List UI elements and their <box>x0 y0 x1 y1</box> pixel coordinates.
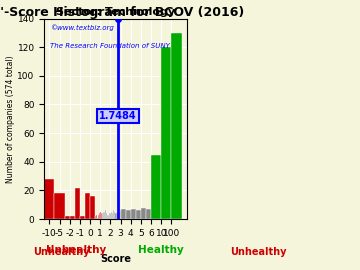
Bar <box>111 213 112 219</box>
Bar <box>126 210 131 219</box>
Bar <box>116 213 117 219</box>
Bar <box>109 213 111 219</box>
Text: Unhealthy: Unhealthy <box>33 247 90 257</box>
Bar <box>97 218 98 219</box>
Bar <box>118 209 120 219</box>
Bar <box>80 216 85 219</box>
Bar <box>117 210 118 219</box>
Y-axis label: Number of companies (574 total): Number of companies (574 total) <box>5 55 14 183</box>
Bar <box>131 209 136 219</box>
Bar <box>106 213 107 219</box>
Title: Z''-Score Histogram for BCOV (2016): Z''-Score Histogram for BCOV (2016) <box>0 6 244 19</box>
Bar <box>114 212 116 219</box>
Bar <box>108 215 109 219</box>
Text: Unhealthy: Unhealthy <box>230 247 286 257</box>
Bar <box>101 213 102 219</box>
Bar <box>161 47 171 219</box>
Bar <box>171 33 181 219</box>
Text: 1.7484: 1.7484 <box>99 111 137 121</box>
Bar <box>90 196 95 219</box>
Bar <box>136 210 141 219</box>
Bar <box>70 216 75 219</box>
Bar <box>107 215 108 219</box>
Bar <box>54 193 65 219</box>
Text: ©www.textbiz.org: ©www.textbiz.org <box>50 25 114 31</box>
Bar <box>151 155 161 219</box>
X-axis label: Score: Score <box>100 254 131 264</box>
Text: The Research Foundation of SUNY: The Research Foundation of SUNY <box>50 43 170 49</box>
Bar <box>44 179 54 219</box>
Bar <box>103 212 104 219</box>
Bar <box>146 209 151 219</box>
Text: Healthy: Healthy <box>138 245 184 255</box>
Bar <box>121 209 126 219</box>
Bar <box>113 210 114 219</box>
Bar <box>112 213 113 219</box>
Bar <box>120 210 121 219</box>
Bar <box>100 212 101 219</box>
Text: Sector: Technology: Sector: Technology <box>56 6 175 16</box>
Bar <box>96 215 97 219</box>
Bar <box>85 193 90 219</box>
Bar <box>98 215 99 219</box>
Bar <box>65 216 70 219</box>
Text: Unhealthy: Unhealthy <box>45 245 106 255</box>
Bar <box>95 216 96 219</box>
Bar <box>75 188 80 219</box>
Bar <box>102 213 103 219</box>
Bar <box>99 213 100 219</box>
Bar <box>105 210 106 219</box>
Bar <box>104 212 105 219</box>
Bar <box>141 208 146 219</box>
